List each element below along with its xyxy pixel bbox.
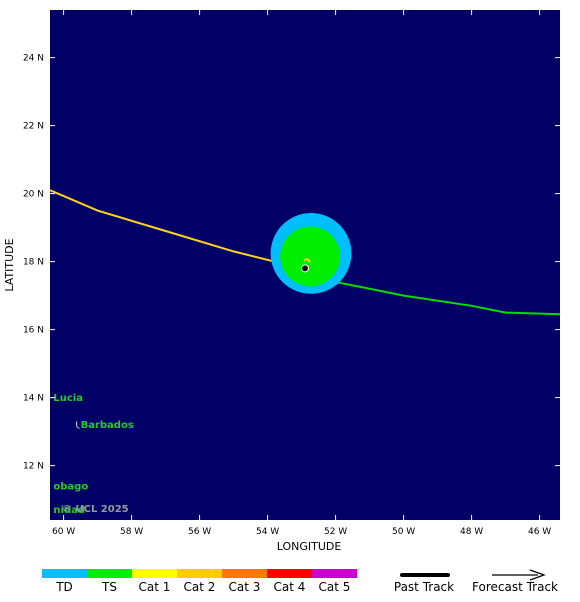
- legend-category-label: Cat 4: [274, 580, 306, 594]
- lat-tick-label: 18 N: [23, 258, 44, 268]
- legend: TD TS Cat 1 Cat 2 Cat 3 Cat 4 Cat 5 Past Track F…: [42, 569, 558, 594]
- lon-tick-label: 52 W: [324, 527, 347, 537]
- axis-ticks: 60 W 58 W 56 W 54 W 52 W 50 W 48 W 46 W 24 N 22 N…: [23, 10, 560, 537]
- ts-wind-radius: [280, 226, 340, 287]
- legend-swatch: [222, 569, 267, 578]
- storm-symbol-icon: [303, 258, 311, 263]
- lat-tick-label: 16 N: [23, 326, 44, 336]
- lat-tick-label: 24 N: [23, 54, 44, 64]
- lat-tick-label: 14 N: [23, 394, 44, 404]
- legend-swatch: [132, 569, 177, 578]
- past-track-legend-label: Past Track: [394, 580, 454, 594]
- lon-tick-label: 50 W: [392, 527, 415, 537]
- lat-tick-label: 12 N: [23, 462, 44, 472]
- lon-tick-label: 56 W: [188, 527, 211, 537]
- legend-category-label: Cat 1: [139, 580, 171, 594]
- legend-category-label: TD: [55, 580, 73, 594]
- legend-category-label: Cat 3: [229, 580, 261, 594]
- legend-swatch: [42, 569, 87, 578]
- place-label: nidad: [53, 505, 85, 516]
- forecast-track-legend-label: Forecast Track: [472, 580, 558, 594]
- arrow-right-icon: [529, 569, 546, 581]
- legend-swatch: [267, 569, 312, 578]
- legend-swatch: [312, 569, 357, 578]
- place-label: Barbados: [81, 420, 134, 431]
- copyright-label: © UCL 2025: [62, 504, 129, 515]
- lon-tick-label: 48 W: [460, 527, 483, 537]
- lon-tick-label: 54 W: [256, 527, 279, 537]
- place-label: Lucia: [53, 393, 83, 404]
- place-label: obago: [53, 481, 88, 492]
- legend-swatch: [87, 569, 132, 578]
- legend-category-label: Cat 2: [184, 580, 216, 594]
- lat-tick-label: 22 N: [23, 122, 44, 132]
- y-axis-title: LATITUDE: [3, 238, 16, 291]
- lat-tick-label: 20 N: [23, 190, 44, 200]
- place-labels: Lucia Barbados obago nidad: [53, 393, 133, 516]
- legend-category-label: TS: [101, 580, 117, 594]
- x-axis-title: LONGITUDE: [277, 540, 342, 553]
- lon-tick-label: 58 W: [120, 527, 143, 537]
- legend-swatch: [177, 569, 222, 578]
- lon-tick-label: 60 W: [52, 527, 75, 537]
- storm-layer: [270, 213, 352, 294]
- island-marker-icon: [76, 421, 80, 429]
- legend-category-label: Cat 5: [319, 580, 351, 594]
- past-track-line: [49, 189, 302, 270]
- storm-center-icon: [301, 264, 309, 273]
- lon-tick-label: 46 W: [528, 527, 551, 537]
